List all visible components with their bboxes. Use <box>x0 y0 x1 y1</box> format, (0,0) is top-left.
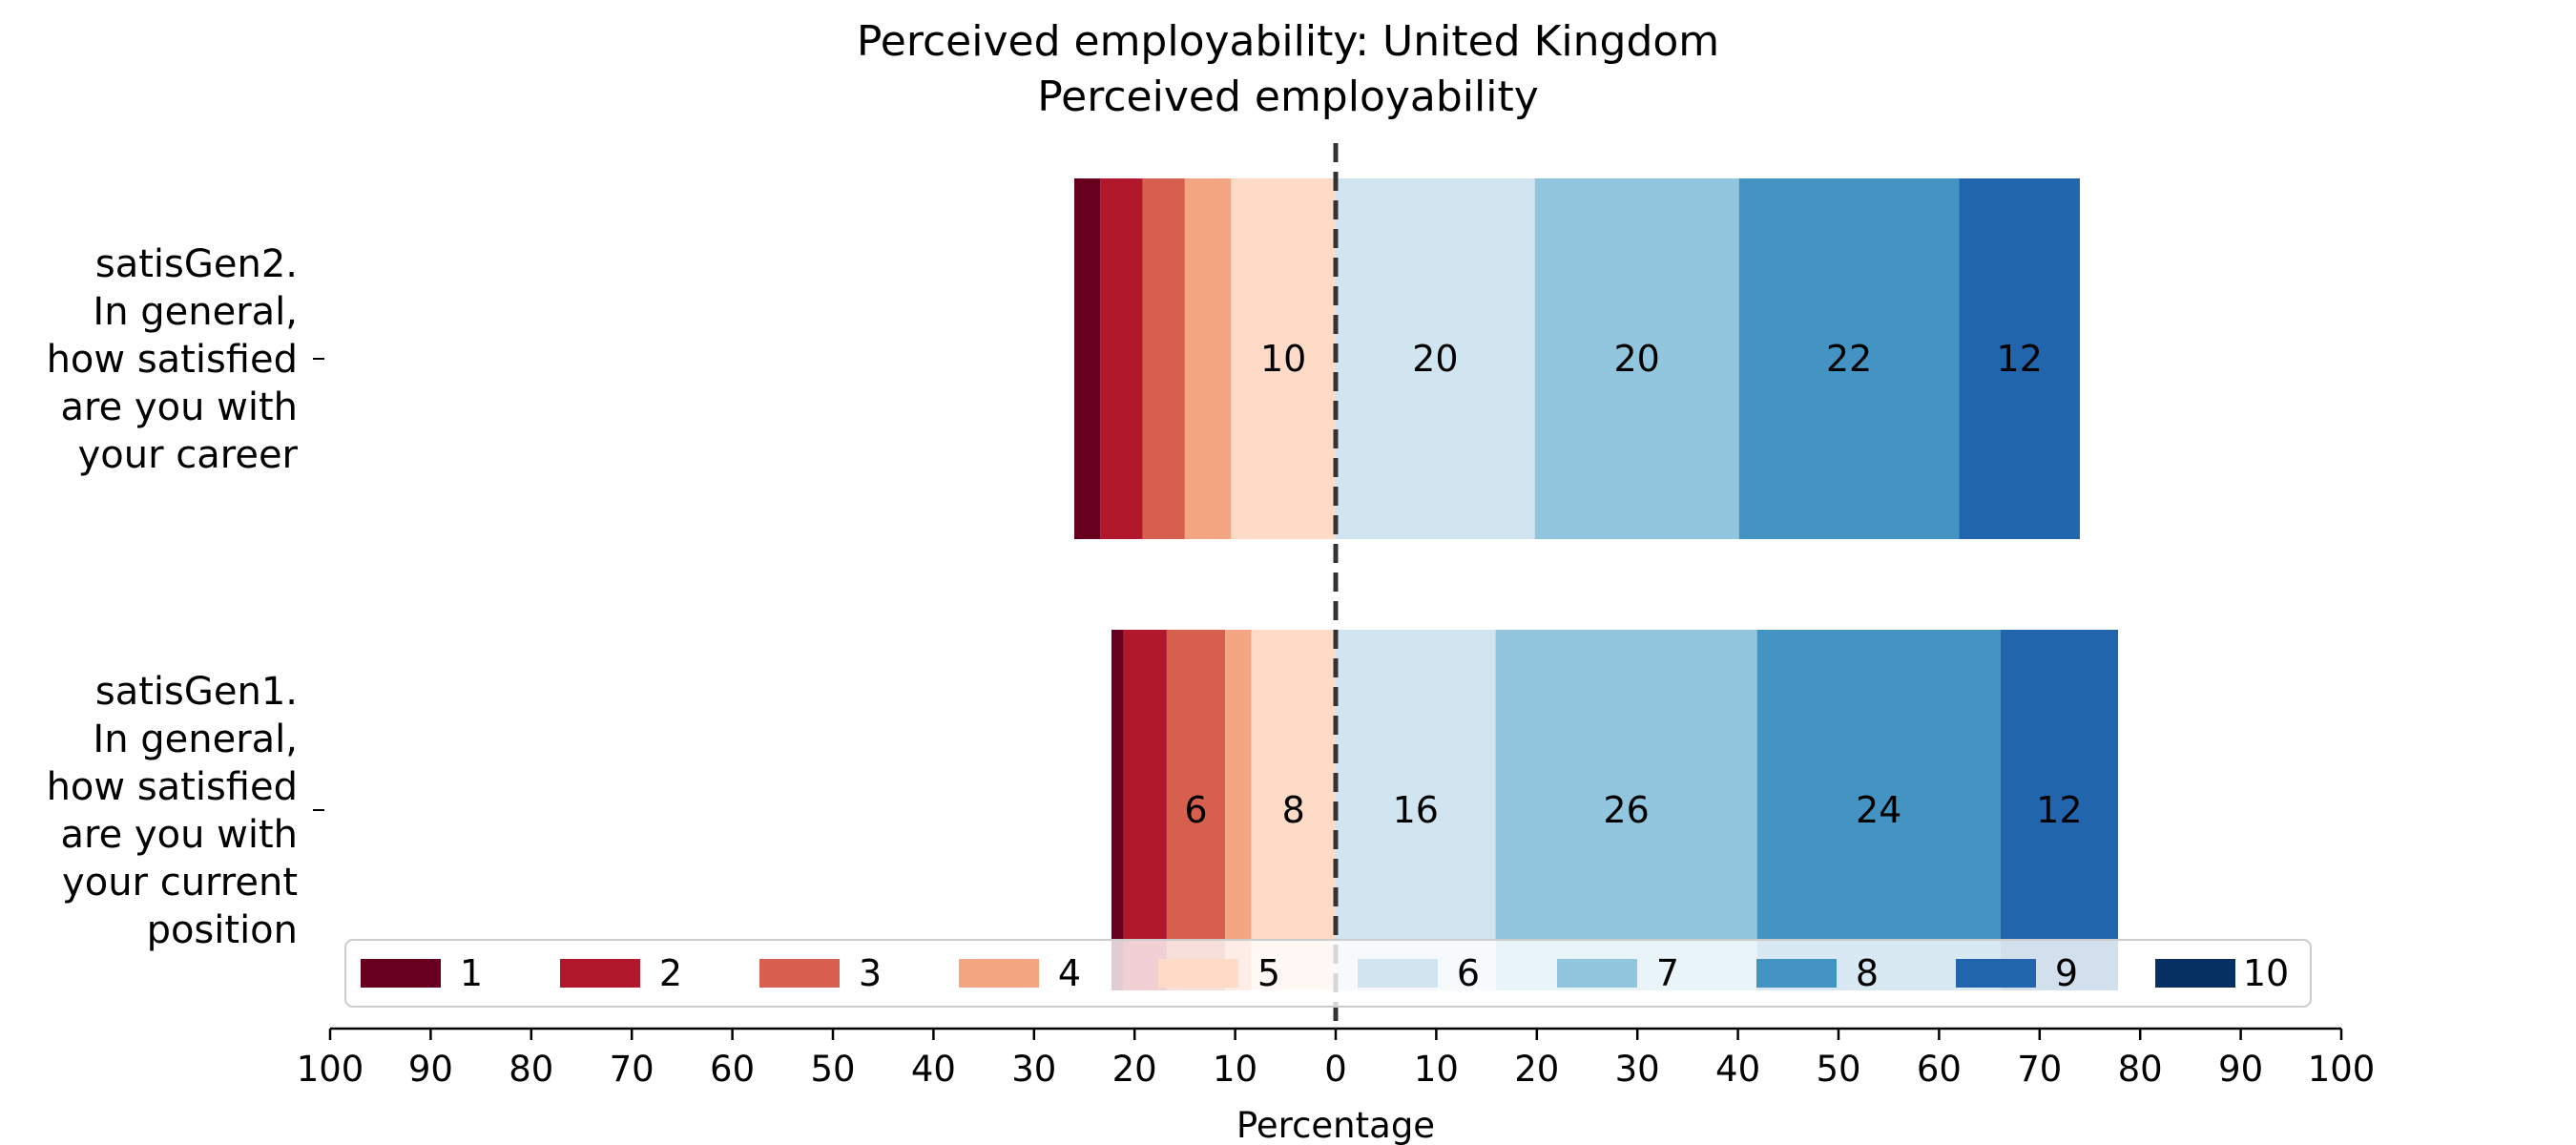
bar-segment-1-row-1 <box>1073 178 1101 539</box>
x-tick-label: 30 <box>1011 1049 1056 1090</box>
bar-segment-3-row-2 <box>1166 630 1226 990</box>
y-tick-label: position <box>147 908 298 952</box>
bars-layer <box>1073 178 2119 990</box>
x-tick-label: 60 <box>710 1049 755 1090</box>
legend-swatch-8 <box>1756 959 1837 988</box>
data-label: 26 <box>1603 789 1649 831</box>
legend-swatch-1 <box>361 959 441 988</box>
data-labels-layer: 10 20 20 22 12 6 8 16 26 24 12 <box>1184 338 2082 831</box>
legend-swatch-7 <box>1557 959 1637 988</box>
data-label: 10 <box>1260 338 1306 380</box>
bar-segment-7-row-2 <box>1495 630 1757 990</box>
bar-segment-1-row-2 <box>1111 630 1124 990</box>
x-tick-label: 50 <box>1816 1049 1860 1090</box>
legend-swatch-10 <box>2155 959 2235 988</box>
x-tick-label: 80 <box>509 1049 553 1090</box>
x-tick-label: 10 <box>1213 1049 1257 1090</box>
legend-swatch-5 <box>1158 959 1238 988</box>
legend-frame <box>344 939 2312 1008</box>
x-tick-label: 30 <box>1615 1049 1660 1090</box>
legend-label: 6 <box>1457 952 1480 994</box>
bar-segment-8-row-2 <box>1756 630 2001 990</box>
data-label: 12 <box>1997 338 2043 380</box>
x-tick-label: 0 <box>1324 1049 1347 1090</box>
bar-segment-5-row-2 <box>1251 630 1336 990</box>
x-tick-label: 40 <box>911 1049 956 1090</box>
bar-segment-2-row-2 <box>1123 630 1167 990</box>
legend-swatch-9 <box>1956 959 2036 988</box>
y-tick-label: how satisfied <box>47 338 298 382</box>
bar-segment-4-row-1 <box>1184 178 1232 539</box>
bar-segment-6-row-1 <box>1336 178 1535 539</box>
data-label: 8 <box>1282 789 1305 831</box>
data-label: 20 <box>1613 338 1659 380</box>
data-label: 24 <box>1856 789 1901 831</box>
legend-label: 10 <box>2243 952 2289 994</box>
legend-label: 2 <box>659 952 682 994</box>
bar-segment-2-row-1 <box>1100 178 1143 539</box>
y-tick-label: In general, <box>93 290 298 334</box>
bar-segment-7-row-1 <box>1534 178 1739 539</box>
bar-segment-3-row-1 <box>1142 178 1185 539</box>
y-tick-label: your career <box>78 433 299 477</box>
legend-label: 8 <box>1856 952 1879 994</box>
legend-swatch-2 <box>560 959 640 988</box>
x-tick-label: 70 <box>2017 1049 2062 1090</box>
y-tick-label: satisGen1. <box>95 670 298 714</box>
x-tick-label: 40 <box>1715 1049 1760 1090</box>
x-tick-label: 80 <box>2118 1049 2163 1090</box>
bar-segment-5-row-1 <box>1231 178 1336 539</box>
data-label: 20 <box>1412 338 1458 380</box>
y-tick-label: are you with <box>61 385 298 429</box>
bar-segment-9-row-1 <box>1959 178 2080 539</box>
x-tick-label: 60 <box>1917 1049 1962 1090</box>
x-tick-label: 100 <box>2308 1049 2376 1090</box>
legend-label: 7 <box>1656 952 1679 994</box>
x-tick-label: 70 <box>610 1049 654 1090</box>
x-tick-label: 90 <box>408 1049 453 1090</box>
bar-segment-9-row-2 <box>2000 630 2119 990</box>
data-label: 16 <box>1393 789 1439 831</box>
y-tick-label: are you with <box>61 813 298 857</box>
legend-label: 5 <box>1257 952 1280 994</box>
x-tick-label: 100 <box>297 1049 364 1090</box>
x-tick-label: 10 <box>1414 1049 1459 1090</box>
y-tick-label: In general, <box>93 718 298 761</box>
chart-subtitle: Perceived employability <box>1037 73 1539 121</box>
y-tick-label: how satisfied <box>47 765 298 809</box>
legend: 1 2 3 4 5 6 7 8 9 10 <box>344 939 2312 1008</box>
x-tick-label: 90 <box>2218 1049 2263 1090</box>
x-axis-label: Percentage <box>1236 1105 1435 1145</box>
legend-swatch-4 <box>959 959 1039 988</box>
bar-segment-8-row-1 <box>1738 178 1960 539</box>
bar-segment-4-row-2 <box>1225 630 1252 990</box>
legend-label: 3 <box>859 952 882 994</box>
y-tick-label: your current <box>62 861 298 905</box>
legend-swatch-3 <box>759 959 840 988</box>
data-label: 12 <box>2036 789 2082 831</box>
legend-label: 4 <box>1058 952 1081 994</box>
x-tick-label: 20 <box>1514 1049 1559 1090</box>
legend-label: 9 <box>2055 952 2078 994</box>
x-tick-label: 20 <box>1112 1049 1157 1090</box>
bar-segment-6-row-2 <box>1336 630 1496 990</box>
legend-label: 1 <box>460 952 483 994</box>
x-axis: 100 90 80 70 60 50 40 30 20 10 0 10 20 30 40 50 60 70 80 90… <box>297 1027 2376 1090</box>
legend-swatch-6 <box>1358 959 1438 988</box>
data-label: 22 <box>1826 338 1872 380</box>
x-tick-label: 50 <box>810 1049 855 1090</box>
y-tick-label: satisGen2. <box>95 242 298 286</box>
chart-title: Perceived employability: United Kingdom <box>857 17 1719 66</box>
data-label: 6 <box>1184 789 1207 831</box>
